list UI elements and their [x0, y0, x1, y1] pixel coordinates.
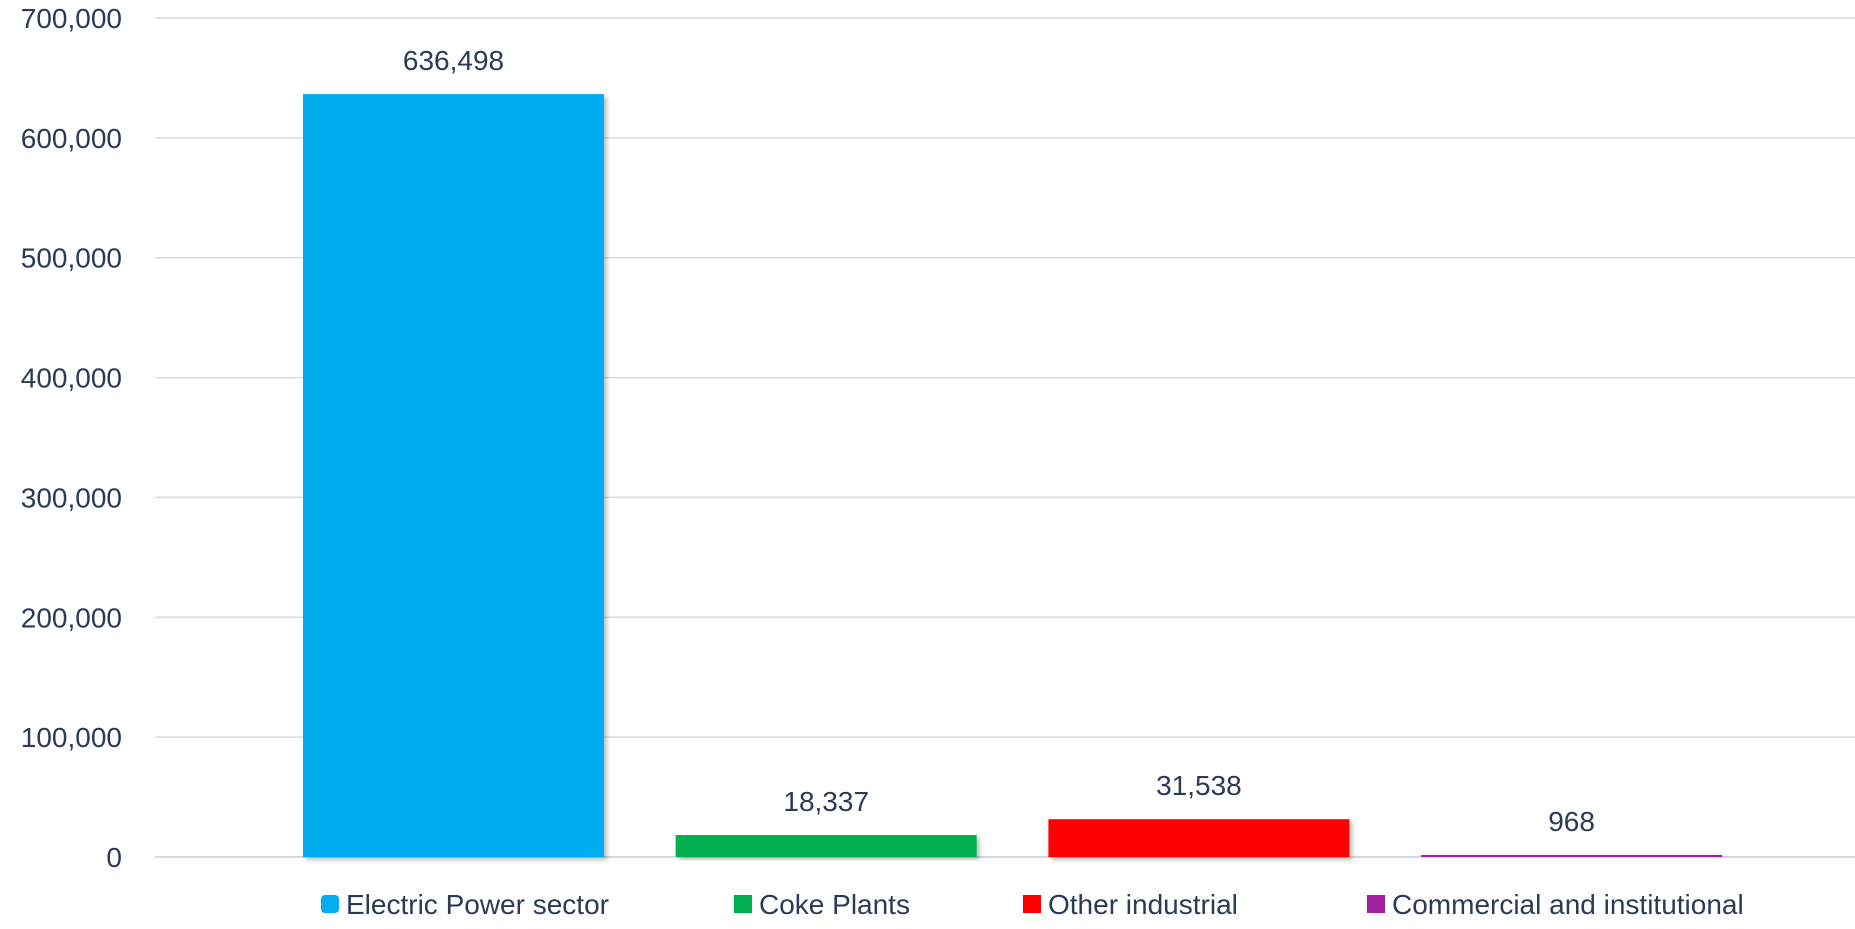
legend-swatch: [321, 895, 339, 913]
y-tick-label: 600,000: [21, 123, 122, 154]
bar-coke-plants: [675, 835, 977, 857]
bars: [303, 94, 1723, 857]
legend-label: Electric Power sector: [346, 889, 609, 920]
legend-swatch: [734, 895, 752, 913]
y-tick-label: 400,000: [21, 363, 122, 394]
y-tick-label: 100,000: [21, 722, 122, 753]
y-tick-label: 500,000: [21, 243, 122, 274]
y-tick-label: 300,000: [21, 482, 122, 513]
y-tick-label: 700,000: [21, 3, 122, 34]
legend: Electric Power sector Coke Plants Other in…: [321, 889, 1744, 920]
legend-swatch: [1367, 895, 1385, 913]
y-axis-tick-labels: 0 100,000 200,000 300,000 400,000 500,000 600,…: [21, 3, 122, 873]
data-label: 968: [1548, 806, 1595, 837]
data-label: 18,337: [783, 786, 869, 817]
legend-label: Coke Plants: [759, 889, 910, 920]
bar-other-industrial: [1048, 819, 1350, 857]
y-tick-label: 0: [106, 842, 122, 873]
data-label: 636,498: [403, 45, 504, 76]
y-tick-label: 200,000: [21, 602, 122, 633]
legend-label: Other industrial: [1048, 889, 1238, 920]
bar-commercial-and-institutional: [1421, 855, 1723, 857]
legend-label: Commercial and institutional: [1392, 889, 1744, 920]
data-labels: 636,498 18,337 31,538 968: [403, 45, 1595, 837]
legend-swatch: [1023, 895, 1041, 913]
bar-electric-power-sector: [303, 94, 604, 857]
data-label: 31,538: [1156, 770, 1242, 801]
